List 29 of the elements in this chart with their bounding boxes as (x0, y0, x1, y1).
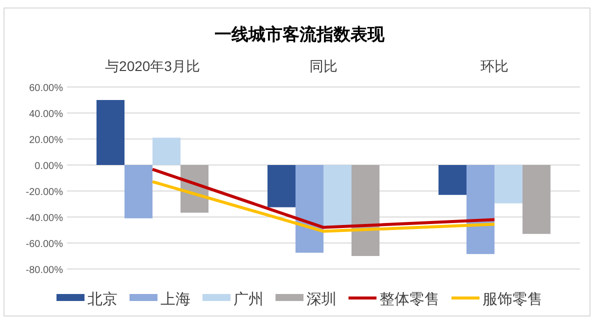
legend-label: 服饰零售 (482, 291, 542, 308)
legend-label: 整体零售 (380, 291, 440, 308)
legend-label: 北京 (88, 291, 118, 308)
legend-label: 广州 (234, 291, 264, 308)
y-tick-label: -20.00% (26, 187, 64, 198)
x-tick-label: 同比 (310, 58, 338, 74)
y-tick-label: -60.00% (26, 239, 64, 250)
y-tick-label: -80.00% (26, 265, 64, 276)
bar (352, 165, 380, 256)
bar (152, 138, 180, 165)
x-tick-label: 环比 (480, 58, 508, 74)
bar (438, 165, 466, 195)
legend-label: 上海 (160, 291, 190, 308)
bar (124, 165, 152, 218)
bar (522, 165, 550, 234)
bar (324, 165, 352, 227)
legend-label: 深圳 (306, 291, 336, 308)
bar (268, 165, 296, 208)
x-tick-label: 与2020年3月比 (105, 58, 200, 74)
y-tick-label: -40.00% (26, 213, 64, 224)
y-tick-label: 0.00% (34, 161, 64, 172)
y-tick-label: 60.00% (29, 83, 64, 94)
bar (494, 165, 522, 204)
y-tick-label: 40.00% (29, 109, 64, 120)
bar (96, 100, 124, 165)
bar (296, 165, 324, 253)
title: 一线城市客流指数表现 (214, 25, 384, 44)
y-tick-label: 20.00% (29, 135, 64, 146)
bar (466, 165, 494, 254)
